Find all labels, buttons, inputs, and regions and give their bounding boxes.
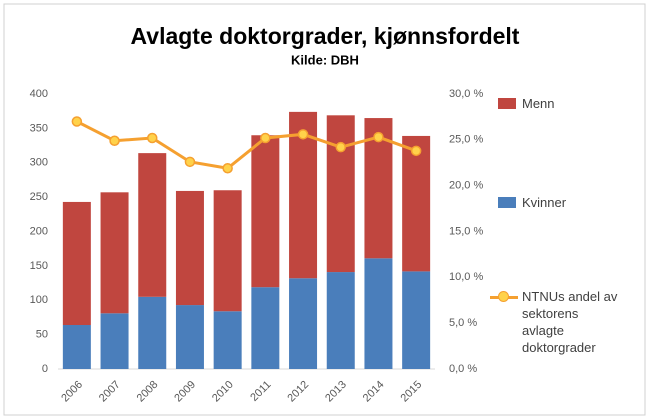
y2-tick-label: 30,0 % bbox=[449, 88, 483, 100]
y-tick-label: 0 bbox=[42, 363, 48, 375]
legend-label: Kvinner bbox=[522, 195, 567, 210]
y2-tick-label: 20,0 % bbox=[449, 180, 483, 192]
line-marker bbox=[260, 132, 271, 144]
bar bbox=[289, 111, 318, 279]
bar bbox=[289, 278, 318, 369]
y2-tick-label: 10,0 % bbox=[449, 271, 483, 283]
y2-tick-label: 5,0 % bbox=[449, 317, 477, 329]
legend-swatch bbox=[490, 291, 518, 302]
line-marker bbox=[71, 116, 83, 127]
y2-tick-label: 25,0 % bbox=[449, 134, 483, 146]
bar bbox=[138, 153, 167, 297]
bar bbox=[364, 258, 393, 369]
bar bbox=[251, 135, 280, 288]
legend-swatch bbox=[498, 197, 516, 208]
line-marker bbox=[410, 145, 422, 157]
line-marker bbox=[335, 141, 346, 153]
y-tick-label: 150 bbox=[30, 260, 48, 272]
y-tick-label: 400 bbox=[30, 88, 48, 100]
y-tick-label: 300 bbox=[30, 157, 48, 169]
bar bbox=[62, 201, 91, 325]
line-marker bbox=[373, 131, 384, 143]
bar bbox=[100, 313, 129, 369]
bar bbox=[100, 192, 129, 314]
bar bbox=[175, 305, 204, 369]
y-tick-label: 250 bbox=[30, 191, 48, 203]
y-tick-label: 100 bbox=[30, 294, 48, 306]
legend-marker bbox=[498, 291, 509, 302]
bar bbox=[138, 296, 167, 369]
bar bbox=[62, 325, 91, 369]
chart-subtitle: Kilde: DBH bbox=[291, 52, 359, 67]
line-marker bbox=[147, 132, 158, 144]
bar bbox=[213, 190, 242, 312]
legend-label: Menn bbox=[522, 96, 555, 111]
legend-label: NTNUs andel av sektorens avlagte doktorg… bbox=[522, 289, 618, 355]
bar bbox=[326, 115, 355, 273]
legend-entry: Menn bbox=[490, 95, 640, 112]
y2-tick-label: 15,0 % bbox=[449, 225, 483, 237]
y2-tick-label: 0,0 % bbox=[449, 363, 477, 375]
line-marker bbox=[297, 129, 309, 140]
legend-entry: NTNUs andel av sektorens avlagte doktorg… bbox=[490, 288, 640, 356]
y-tick-label: 50 bbox=[36, 329, 48, 341]
bar bbox=[402, 271, 431, 369]
line-marker bbox=[184, 156, 196, 168]
bar bbox=[326, 272, 355, 369]
line-marker bbox=[222, 163, 233, 174]
line bbox=[76, 120, 417, 170]
legend-swatch bbox=[498, 98, 516, 109]
y-tick-label: 350 bbox=[30, 122, 48, 134]
bar bbox=[213, 311, 242, 369]
bar bbox=[251, 287, 280, 369]
bar bbox=[402, 135, 431, 272]
legend-entry: Kvinner bbox=[490, 194, 640, 211]
chart-title: Avlagte doktorgrader, kjønnsfordelt bbox=[131, 23, 520, 49]
bar bbox=[175, 190, 204, 306]
y-tick-label: 200 bbox=[30, 225, 48, 237]
line-marker bbox=[109, 135, 120, 146]
